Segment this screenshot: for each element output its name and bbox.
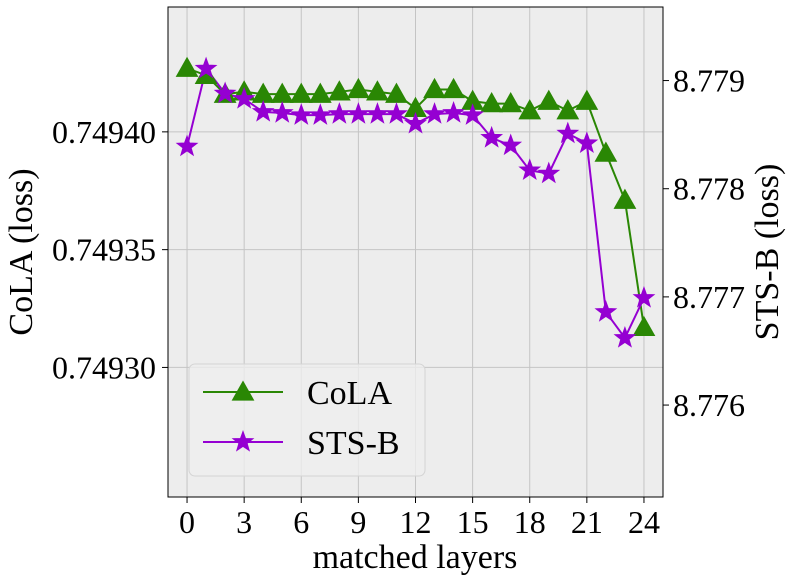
- data-point-stsb: [556, 121, 580, 144]
- legend-marker-stsb: [231, 430, 255, 452]
- data-point-stsb: [327, 102, 351, 124]
- data-point-cola: [308, 82, 332, 103]
- data-point-cola: [480, 92, 504, 113]
- data-point-stsb: [518, 158, 542, 181]
- data-point-cola: [175, 56, 199, 77]
- y-axis-label-left: CoLA (loss): [3, 168, 40, 335]
- data-point-stsb: [213, 81, 237, 104]
- data-point-stsb: [632, 285, 656, 308]
- data-point-cola: [346, 77, 370, 99]
- x-tick-label: 15: [457, 504, 489, 540]
- x-tick-label: 24: [628, 504, 660, 540]
- data-point-cola: [518, 99, 542, 120]
- x-tick-label: 18: [514, 504, 546, 540]
- data-point-cola: [499, 92, 523, 113]
- data-point-cola: [556, 99, 580, 120]
- y-tick-label-left: 0.74940: [52, 114, 156, 150]
- data-point-stsb: [385, 102, 408, 124]
- data-point-stsb: [461, 103, 485, 125]
- data-point-stsb: [537, 161, 561, 184]
- data-point-stsb: [366, 102, 389, 124]
- y-tick-label-right: 8.778: [673, 171, 745, 207]
- data-point-stsb: [308, 103, 332, 125]
- y-tick-label-right: 8.779: [673, 63, 745, 99]
- data-point-stsb: [251, 99, 275, 122]
- y-tick-label-left: 0.74930: [52, 349, 156, 385]
- y-tick-label-right: 8.776: [673, 387, 745, 423]
- y-axis-label-right: STS-B (loss): [749, 164, 786, 341]
- data-point-stsb: [194, 56, 218, 79]
- x-tick-label: 3: [236, 504, 252, 540]
- x-axis-label: matched layers: [313, 539, 518, 576]
- data-point-stsb: [575, 131, 599, 153]
- legend-star-icon: [231, 430, 255, 452]
- series-markers: [175, 56, 656, 348]
- data-point-stsb: [499, 133, 523, 156]
- data-point-stsb: [270, 101, 294, 123]
- data-point-stsb: [423, 102, 446, 124]
- data-point-cola: [537, 89, 561, 110]
- data-point-stsb: [480, 125, 504, 148]
- x-tick-label: 12: [400, 504, 432, 540]
- data-point-stsb: [232, 86, 256, 109]
- data-point-cola: [423, 77, 446, 99]
- data-point-cola: [442, 77, 465, 99]
- data-point-stsb: [442, 101, 465, 123]
- data-point-cola: [327, 80, 351, 101]
- axis-ticks: 0 3 6 9 12 15 18 21 24 0.74930 0.74935 0.74940 8.776…: [52, 63, 745, 540]
- data-point-stsb: [289, 103, 313, 125]
- x-tick-label: 21: [571, 504, 603, 540]
- legend-triangle-icon: [231, 380, 255, 401]
- legend-marker-cola: [231, 380, 255, 401]
- legend-label-cola: CoLA: [307, 375, 392, 412]
- data-point-cola: [575, 89, 599, 110]
- data-point-stsb: [613, 326, 637, 348]
- data-point-cola: [594, 141, 618, 162]
- data-point-cola: [289, 82, 313, 103]
- x-tick-label: 6: [293, 504, 309, 540]
- x-tick-label: 9: [350, 504, 366, 540]
- data-point-stsb: [175, 134, 199, 157]
- data-point-stsb: [594, 300, 618, 322]
- data-point-cola: [366, 80, 389, 101]
- x-tick-label: 0: [179, 504, 195, 540]
- legend-label-stsb: STS-B: [307, 425, 400, 462]
- data-point-stsb: [404, 111, 427, 134]
- data-point-stsb: [346, 102, 370, 124]
- data-point-cola: [632, 315, 656, 337]
- y-tick-label-right: 8.777: [673, 279, 745, 315]
- legend: CoLA STS-B: [188, 363, 426, 477]
- y-tick-label-left: 0.74935: [52, 232, 156, 268]
- data-point-cola: [613, 188, 637, 209]
